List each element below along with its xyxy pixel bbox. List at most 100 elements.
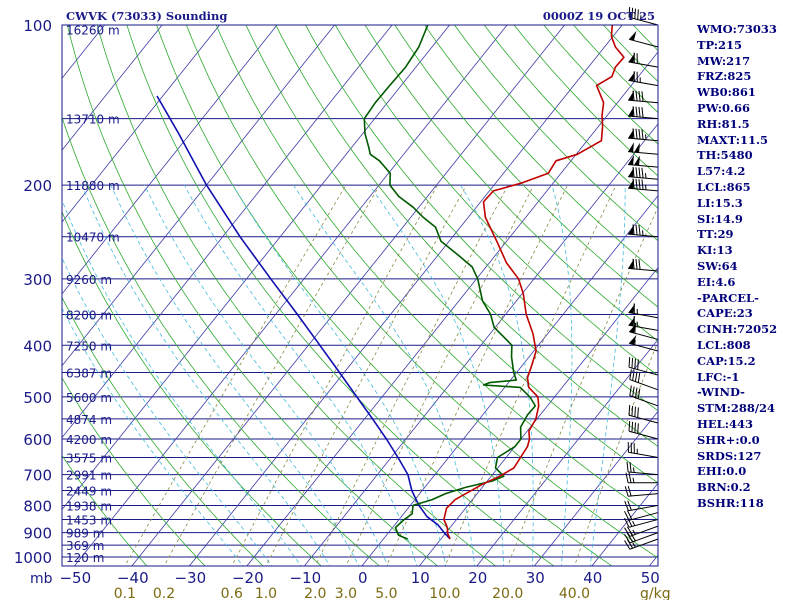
wind-barb [625, 472, 658, 484]
pressure-tick-label: 300 [23, 271, 52, 289]
barb-half-flag [644, 173, 647, 179]
wind-barb [628, 357, 659, 376]
wind-barb [629, 369, 659, 391]
barb-flag [638, 179, 641, 190]
barb-flag [631, 405, 634, 417]
temperature-tick-label: 0 [358, 569, 368, 587]
barb-flag [628, 357, 631, 368]
temperature-tick-label: −50 [59, 569, 91, 587]
barb-shaft [628, 414, 659, 424]
barb-shaft [629, 525, 659, 537]
wind-barb [628, 224, 659, 238]
temperature-tick-label: −10 [289, 569, 321, 587]
barb-flag [634, 406, 636, 417]
wind-barb [628, 128, 659, 142]
index-row: HEL:443 [697, 416, 753, 431]
barb-shaft [628, 366, 659, 376]
barb-flag [627, 486, 632, 497]
isotherm-line [303, 123, 658, 566]
height-label: 4874 m [66, 413, 112, 427]
index-row: EI:4.6 [697, 274, 736, 289]
barb-shaft [628, 342, 659, 352]
height-label: 13710 m [66, 113, 120, 127]
barb-shaft [629, 538, 659, 550]
barb-flag [624, 500, 629, 511]
barb-flag [635, 90, 638, 101]
barb-flag [634, 8, 636, 19]
barb-flag [628, 472, 632, 483]
barb-flag [628, 405, 631, 416]
moist-adiabat [144, 184, 389, 566]
barb-flag [626, 526, 634, 536]
barb-flag [628, 7, 631, 18]
barb-pennant [628, 142, 634, 153]
barb-pennant [628, 71, 636, 82]
barb-flag [638, 224, 641, 236]
mixing-ratio-line [386, 184, 568, 566]
mixing-ratio-tick-label: 1.0 [255, 586, 277, 600]
index-row: CINH:72052 [697, 322, 778, 337]
dewpoint-line [363, 25, 537, 540]
barb-half-flag [632, 477, 635, 483]
isotherm-line [62, 25, 221, 223]
barb-shaft [628, 451, 659, 458]
barb-flag [629, 462, 632, 473]
barb-flag [637, 388, 641, 399]
x-axis-label: mb [30, 571, 53, 587]
barb-shaft [628, 16, 659, 26]
barb-flag [631, 7, 634, 19]
dry-adiabat [62, 296, 264, 566]
index-row: -PARCEL- [697, 290, 759, 305]
barb-flag [637, 359, 639, 370]
pressure-tick-label: 700 [23, 467, 52, 485]
mixing-ratio-tick-label: 5.0 [375, 586, 397, 600]
temperature-line [443, 25, 625, 540]
moist-adiabat [551, 184, 573, 566]
index-row: -WIND- [697, 385, 745, 400]
barb-half-flag [644, 184, 647, 190]
wind-barb [628, 30, 659, 48]
wind-barb [628, 258, 659, 272]
temperature-tick-label: 50 [641, 569, 660, 587]
barb-shaft [628, 324, 659, 331]
wind-barb [629, 385, 659, 407]
height-label: 989 m [66, 527, 104, 541]
barb-flag [631, 421, 634, 433]
mixing-ratio-line [507, 206, 658, 566]
wind-barb [624, 500, 659, 512]
dry-adiabat [394, 25, 658, 308]
temperature-tick-label: 20 [468, 569, 487, 587]
barb-half-flag [633, 467, 635, 473]
wind-barb [628, 178, 659, 192]
wind-barb [628, 52, 659, 68]
wind-barbs [624, 7, 659, 566]
height-label: 11880 m [66, 179, 120, 193]
barb-pennant [628, 316, 636, 326]
isotherm-line [246, 51, 658, 566]
mixing-ratio-line [314, 184, 509, 566]
barb-pennant [634, 142, 640, 153]
index-row: KI:13 [697, 243, 733, 258]
barb-flag [624, 527, 631, 537]
mixing-ratio-tick-label: 0.6 [221, 586, 243, 600]
height-label: 7250 m [66, 339, 112, 353]
moist-adiabat [81, 184, 331, 566]
barb-flag [624, 510, 630, 521]
pressure-tick-label: 600 [23, 431, 52, 449]
barb-shaft [628, 430, 659, 440]
barb-shaft [628, 267, 659, 272]
wind-barb [628, 167, 659, 180]
dry-adiabat [215, 25, 658, 521]
moist-adiabat [460, 184, 534, 566]
barb-half-flag [632, 520, 636, 526]
barb-flag [637, 9, 639, 20]
temperature-tick-label: −30 [174, 569, 206, 587]
dry-adiabat [364, 25, 658, 342]
plot-frame [61, 24, 659, 567]
pressure-tick-label: 800 [23, 497, 52, 515]
barb-shaft [628, 512, 659, 521]
barb-flag [637, 407, 639, 418]
barb-flag [631, 357, 634, 369]
index-row: TT:29 [697, 227, 734, 242]
background-lines [62, 25, 658, 566]
